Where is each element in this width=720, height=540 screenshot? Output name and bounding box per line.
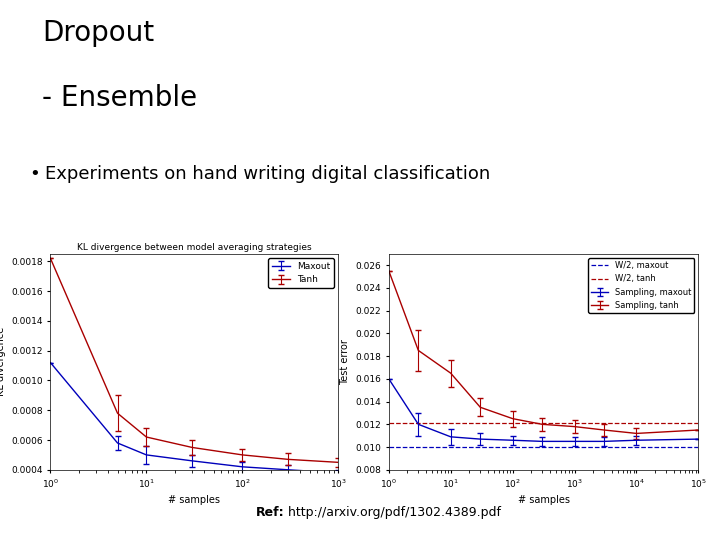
Y-axis label: KL divergence: KL divergence	[0, 327, 6, 396]
Text: •: •	[29, 165, 40, 183]
X-axis label: # samples: # samples	[168, 495, 220, 505]
Text: Experiments on hand writing digital classification: Experiments on hand writing digital clas…	[45, 165, 490, 183]
Text: http://arxiv.org/pdf/1302.4389.pdf: http://arxiv.org/pdf/1302.4389.pdf	[284, 507, 501, 519]
Text: Dropout: Dropout	[42, 19, 154, 47]
Legend: Maxout, Tanh: Maxout, Tanh	[268, 258, 334, 288]
Text: Ref:: Ref:	[256, 507, 284, 519]
Legend: W/2, maxout, W/2, tanh, Sampling, maxout, Sampling, tanh: W/2, maxout, W/2, tanh, Sampling, maxout…	[588, 258, 694, 313]
Y-axis label: Test error: Test error	[340, 339, 350, 384]
W/2, maxout	[384, 444, 393, 450]
W/2, tanh	[384, 420, 393, 426]
Text: - Ensemble: - Ensemble	[42, 84, 197, 112]
Title: KL divergence between model averaging strategies: KL divergence between model averaging st…	[77, 242, 312, 252]
X-axis label: # samples: # samples	[518, 495, 570, 505]
